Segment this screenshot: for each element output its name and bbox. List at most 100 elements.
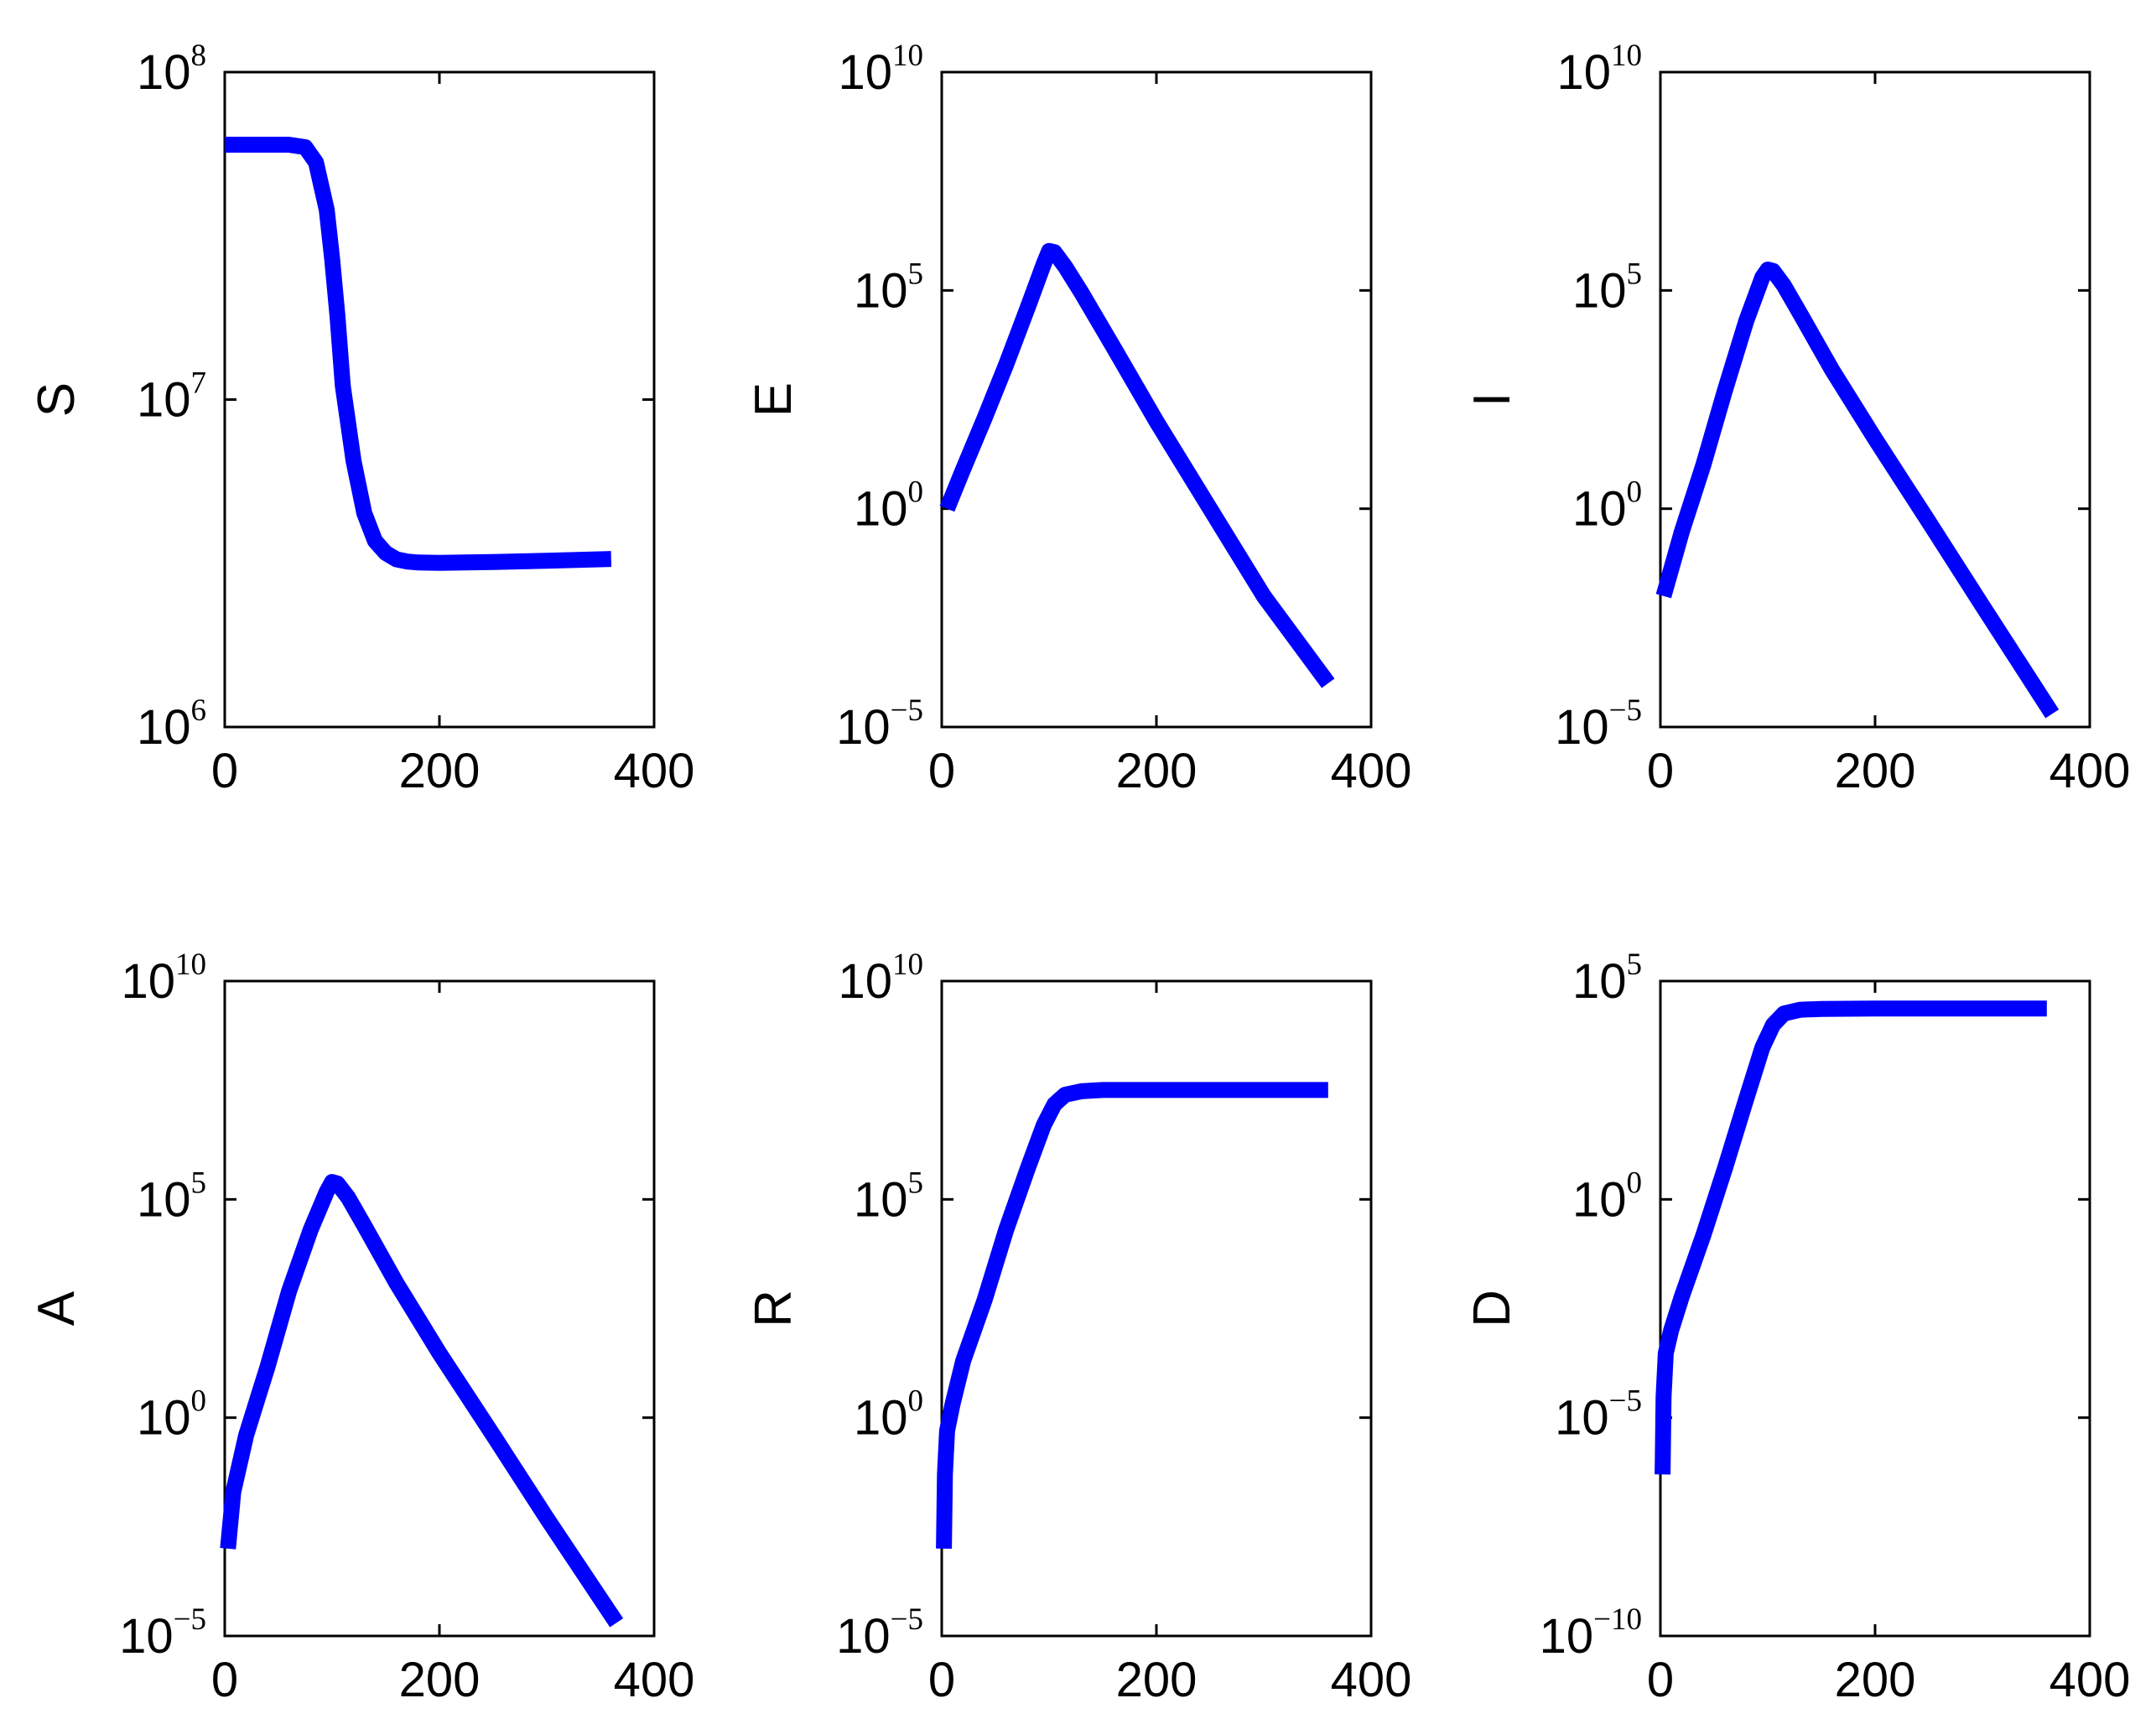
series-line-d (1655, 1000, 2047, 1475)
y-tick-exponent: 0 (1627, 475, 1643, 510)
x-tick-label: 0 (928, 744, 955, 798)
y-tick-label: 105 (1572, 948, 1642, 1009)
plot-area (940, 70, 1373, 729)
y-tick-exponent: 6 (191, 693, 207, 728)
y-tick-label: 1010 (1556, 39, 1642, 100)
series-line-s (225, 137, 612, 571)
y-tick-base: 10 (137, 1391, 191, 1446)
x-tick-label: 400 (2049, 744, 2131, 798)
y-tick-exponent: 8 (191, 39, 207, 73)
y-tick-base: 10 (836, 1609, 891, 1664)
x-tick-label: 400 (1331, 1653, 1412, 1707)
x-tick-label: 400 (2049, 1653, 2131, 1707)
x-tick-label: 400 (614, 744, 695, 798)
y-tick-base: 10 (137, 1172, 191, 1227)
y-tick-exponent: 5 (1627, 948, 1643, 982)
plot-area (223, 70, 656, 729)
y-tick-base: 10 (1540, 1609, 1594, 1664)
y-tick-base: 10 (137, 373, 191, 428)
y-tick-label: 105 (854, 1166, 923, 1227)
x-tick-label: 0 (211, 744, 238, 798)
y-tick-base: 10 (137, 700, 191, 755)
y-tick-exponent: 10 (175, 948, 206, 982)
y-tick-exponent: −5 (1609, 1384, 1642, 1419)
y-tick-exponent: −5 (1609, 693, 1642, 728)
plot-area (1659, 979, 2091, 1638)
y-tick-base: 10 (119, 1609, 174, 1664)
x-tick-label: 200 (1835, 744, 1916, 798)
y-tick-label: 10−5 (836, 693, 923, 755)
y-tick-label: 105 (137, 1166, 206, 1227)
y-tick-label: 100 (1572, 1166, 1642, 1227)
y-tick-base: 10 (1555, 1391, 1609, 1446)
x-tick-label: 0 (1647, 744, 1674, 798)
plot-area (940, 979, 1373, 1638)
y-axis-label: D (1463, 1290, 1521, 1327)
y-tick-exponent: 10 (892, 39, 923, 73)
y-tick-label: 10−5 (119, 1602, 206, 1664)
x-tick-label: 200 (1116, 1653, 1197, 1707)
y-tick-label: 107 (137, 366, 206, 428)
y-tick-exponent: 5 (908, 257, 924, 291)
y-tick-label: 1010 (121, 948, 206, 1009)
y-tick-exponent: −5 (891, 693, 923, 728)
y-tick-exponent: −10 (1593, 1602, 1642, 1637)
y-tick-base: 10 (1556, 45, 1611, 100)
y-tick-base: 10 (1572, 263, 1627, 318)
y-tick-base: 10 (137, 45, 191, 100)
y-tick-base: 10 (1572, 1172, 1627, 1227)
y-tick-label: 10−5 (1555, 693, 1642, 755)
x-tick-label: 400 (1331, 744, 1412, 798)
y-tick-label: 10−10 (1540, 1602, 1642, 1664)
y-tick-base: 10 (121, 954, 175, 1009)
y-tick-label: 10−5 (836, 1602, 923, 1664)
y-tick-label: 100 (854, 1384, 923, 1446)
y-tick-label: 105 (854, 257, 923, 318)
y-tick-exponent: 5 (908, 1166, 924, 1200)
y-tick-exponent: 0 (191, 1384, 207, 1419)
x-tick-label: 200 (1835, 1653, 1916, 1707)
x-tick-label: 0 (1647, 1653, 1674, 1707)
y-tick-exponent: 0 (908, 475, 924, 510)
y-tick-base: 10 (854, 263, 908, 318)
y-tick-exponent: 0 (1627, 1166, 1643, 1200)
series-line-r (936, 1082, 1328, 1550)
y-tick-label: 1010 (838, 948, 923, 1009)
y-tick-base: 10 (854, 482, 908, 537)
y-tick-label: 100 (854, 475, 923, 537)
y-tick-label: 105 (1572, 257, 1642, 318)
y-tick-base: 10 (838, 954, 892, 1009)
x-tick-label: 200 (399, 1653, 481, 1707)
y-tick-exponent: −5 (891, 1602, 923, 1637)
y-tick-base: 10 (1572, 954, 1627, 1009)
y-tick-base: 10 (854, 1391, 908, 1446)
series-line-e (939, 242, 1335, 688)
x-tick-label: 400 (614, 1653, 695, 1707)
y-tick-base: 10 (1572, 482, 1627, 537)
y-tick-exponent: 10 (1611, 39, 1642, 73)
y-tick-label: 106 (137, 693, 206, 755)
y-tick-label: 100 (1572, 475, 1642, 537)
y-tick-label: 10−5 (1555, 1384, 1642, 1446)
y-tick-exponent: −5 (174, 1602, 206, 1637)
y-tick-label: 1010 (838, 39, 923, 100)
y-axis-label: R (745, 1290, 803, 1327)
y-tick-base: 10 (854, 1172, 908, 1227)
y-tick-base: 10 (1555, 700, 1609, 755)
x-tick-label: 200 (399, 744, 481, 798)
y-tick-exponent: 10 (892, 948, 923, 982)
y-axis-label: A (28, 1290, 86, 1326)
y-axis-label: I (1463, 392, 1521, 407)
series-line-a (220, 1174, 624, 1628)
y-axis-label: S (28, 382, 86, 417)
x-tick-label: 0 (211, 1653, 238, 1707)
y-tick-exponent: 7 (191, 366, 207, 401)
x-tick-label: 0 (928, 1653, 955, 1707)
y-axis-label: E (745, 382, 803, 417)
